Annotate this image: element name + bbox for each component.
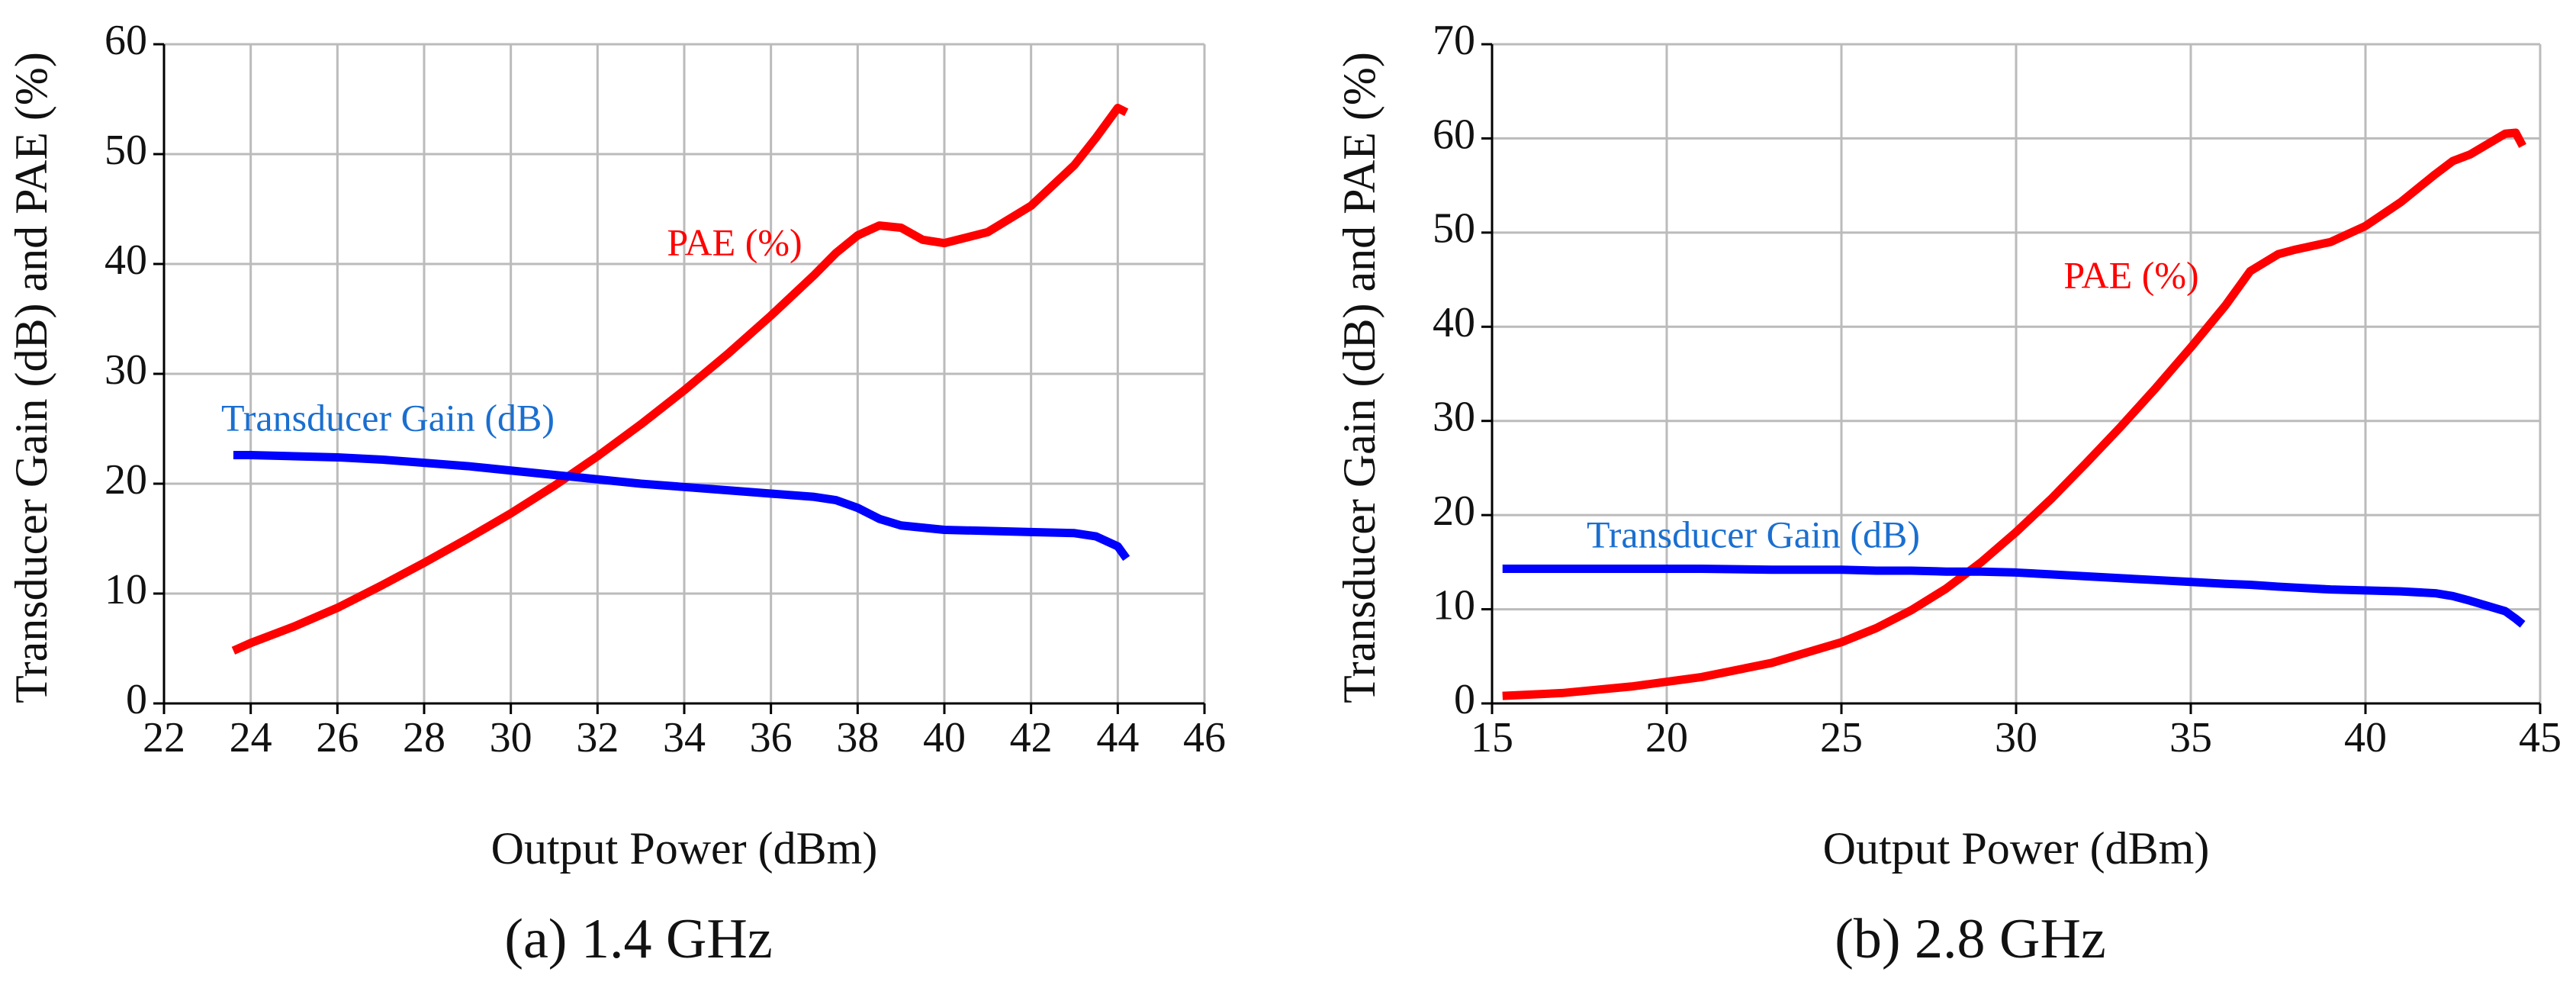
x-tick-label: 24 xyxy=(230,714,272,761)
y-tick-label: 20 xyxy=(105,456,147,504)
x-tick-label: 36 xyxy=(750,714,793,761)
caption: (a) 1.4 GHz xyxy=(504,908,772,970)
y-tick-label: 0 xyxy=(1454,676,1475,723)
y-tick-label: 30 xyxy=(1433,394,1475,441)
x-tick-label: 28 xyxy=(403,714,445,761)
y-axis-title: Transducer Gain (dB) and PAE (%) xyxy=(6,52,56,703)
x-tick-label: 42 xyxy=(1010,714,1053,761)
line-series xyxy=(231,104,1129,655)
x-tick-label: 20 xyxy=(1645,714,1688,761)
x-tick-label: 40 xyxy=(2344,714,2387,761)
x-tick-label: 34 xyxy=(663,714,706,761)
x-tick-label: 45 xyxy=(2519,714,2562,761)
x-tick-label: 46 xyxy=(1183,714,1226,761)
y-tick-label: 30 xyxy=(105,346,147,394)
y-tick-label: 10 xyxy=(105,566,147,613)
line-series xyxy=(1502,128,2526,700)
x-tick-label: 22 xyxy=(143,714,185,761)
caption: (b) 2.8 GHz xyxy=(1835,908,2106,970)
series-label: PAE (%) xyxy=(2063,253,2198,296)
line-series xyxy=(1502,564,2526,628)
y-tick-label: 60 xyxy=(105,17,147,64)
y-axis-title: Transducer Gain (dB) and PAE (%) xyxy=(1334,52,1384,703)
x-axis-title: Output Power (dBm) xyxy=(491,823,878,874)
y-tick-label: 0 xyxy=(126,676,147,723)
y-tick-label: 20 xyxy=(1433,488,1475,535)
y-tick-label: 40 xyxy=(105,237,147,284)
x-tick-label: 40 xyxy=(923,714,966,761)
series-label: Transducer Gain (dB) xyxy=(1587,513,1920,555)
x-tick-label: 35 xyxy=(2169,714,2212,761)
series-label: PAE (%) xyxy=(667,220,802,263)
x-tick-label: 30 xyxy=(1995,714,2037,761)
x-tick-label: 44 xyxy=(1096,714,1139,761)
x-axis-title: Output Power (dBm) xyxy=(1823,823,2210,874)
x-tick-label: 38 xyxy=(836,714,879,761)
y-tick-label: 50 xyxy=(1433,205,1475,253)
x-tick-label: 32 xyxy=(576,714,619,761)
series-label: Transducer Gain (dB) xyxy=(221,396,555,439)
x-tick-label: 15 xyxy=(1471,714,1513,761)
x-tick-label: 25 xyxy=(1820,714,1863,761)
y-tick-label: 40 xyxy=(1433,299,1475,346)
line-series xyxy=(233,451,1130,562)
y-tick-label: 70 xyxy=(1433,17,1475,64)
x-tick-label: 26 xyxy=(316,714,359,761)
y-tick-label: 60 xyxy=(1433,111,1475,158)
y-tick-label: 10 xyxy=(1433,581,1475,629)
x-tick-label: 30 xyxy=(490,714,532,761)
y-tick-label: 50 xyxy=(105,127,147,174)
